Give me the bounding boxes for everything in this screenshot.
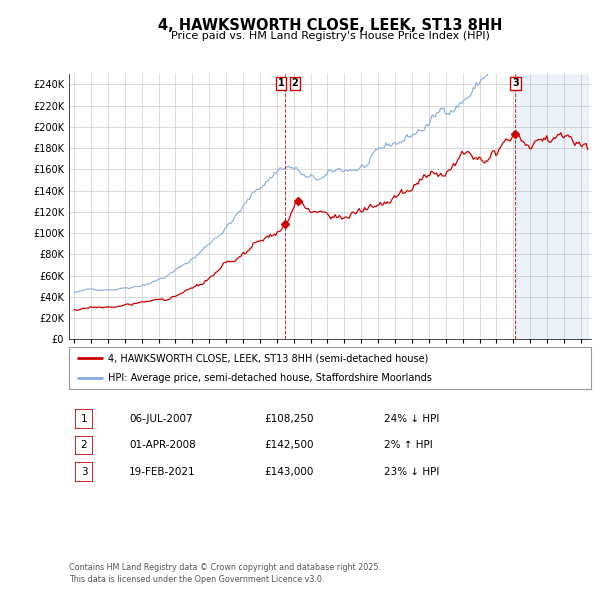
- Text: Contains HM Land Registry data © Crown copyright and database right 2025.
This d: Contains HM Land Registry data © Crown c…: [69, 563, 381, 584]
- Text: 24% ↓ HPI: 24% ↓ HPI: [384, 414, 439, 424]
- Text: 06-JUL-2007: 06-JUL-2007: [129, 414, 193, 424]
- Text: 1: 1: [278, 78, 284, 88]
- Text: 23% ↓ HPI: 23% ↓ HPI: [384, 467, 439, 477]
- Text: 4, HAWKSWORTH CLOSE, LEEK, ST13 8HH: 4, HAWKSWORTH CLOSE, LEEK, ST13 8HH: [158, 18, 502, 32]
- FancyBboxPatch shape: [69, 347, 591, 389]
- Text: 2% ↑ HPI: 2% ↑ HPI: [384, 441, 433, 450]
- FancyBboxPatch shape: [75, 463, 93, 481]
- Text: Price paid vs. HM Land Registry's House Price Index (HPI): Price paid vs. HM Land Registry's House …: [170, 31, 490, 41]
- Text: 2: 2: [80, 441, 88, 450]
- Text: £143,000: £143,000: [264, 467, 313, 477]
- Text: 01-APR-2008: 01-APR-2008: [129, 441, 196, 450]
- Text: 1: 1: [80, 414, 88, 424]
- Text: 2: 2: [292, 78, 298, 88]
- Text: 3: 3: [512, 78, 519, 88]
- Text: £142,500: £142,500: [264, 441, 314, 450]
- Text: 3: 3: [80, 467, 88, 477]
- Text: 4, HAWKSWORTH CLOSE, LEEK, ST13 8HH (semi-detached house): 4, HAWKSWORTH CLOSE, LEEK, ST13 8HH (sem…: [108, 354, 428, 364]
- Text: 19-FEB-2021: 19-FEB-2021: [129, 467, 196, 477]
- Text: £108,250: £108,250: [264, 414, 314, 424]
- Text: HPI: Average price, semi-detached house, Staffordshire Moorlands: HPI: Average price, semi-detached house,…: [108, 373, 432, 384]
- FancyBboxPatch shape: [75, 409, 93, 428]
- FancyBboxPatch shape: [75, 435, 93, 455]
